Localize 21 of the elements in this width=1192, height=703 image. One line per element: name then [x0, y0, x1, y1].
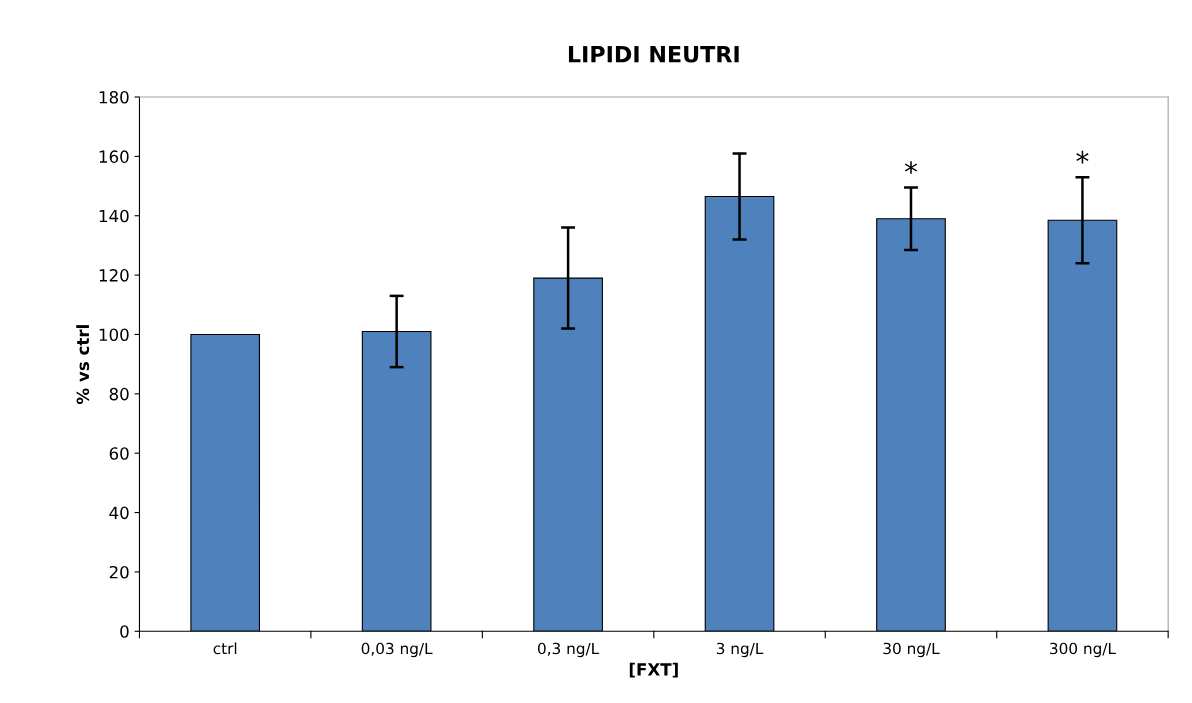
x-tick-label: 30 ng/L	[883, 642, 940, 658]
y-tick-label: 140	[99, 209, 129, 223]
x-tick-label: 300 ng/L	[1050, 642, 1116, 658]
y-tick-label: 120	[99, 269, 129, 282]
x-axis-title: [FXT]	[629, 662, 678, 678]
x-tick-label: 0,3 ng/L	[538, 642, 600, 658]
x-tick-label: ctrl	[213, 642, 237, 655]
y-tick-label: 40	[109, 506, 129, 520]
x-tick-label: 0,03 ng/L	[361, 642, 433, 658]
y-tick-label: 100	[99, 328, 129, 342]
y-tick-label: 20	[109, 565, 129, 579]
y-tick-label: 0	[120, 625, 129, 638]
chart-title: LIPIDI NEUTRI	[568, 46, 739, 63]
annotation: *	[1076, 150, 1089, 164]
y-axis-title: % vs ctrl	[76, 325, 90, 405]
y-tick-label: 80	[109, 387, 129, 401]
annotation: *	[904, 161, 918, 174]
x-tick-label: 3 ng/L	[716, 642, 764, 658]
y-tick-label: 60	[109, 447, 129, 460]
y-tick-label: 160	[99, 150, 129, 163]
y-tick-label: 180	[99, 90, 129, 104]
